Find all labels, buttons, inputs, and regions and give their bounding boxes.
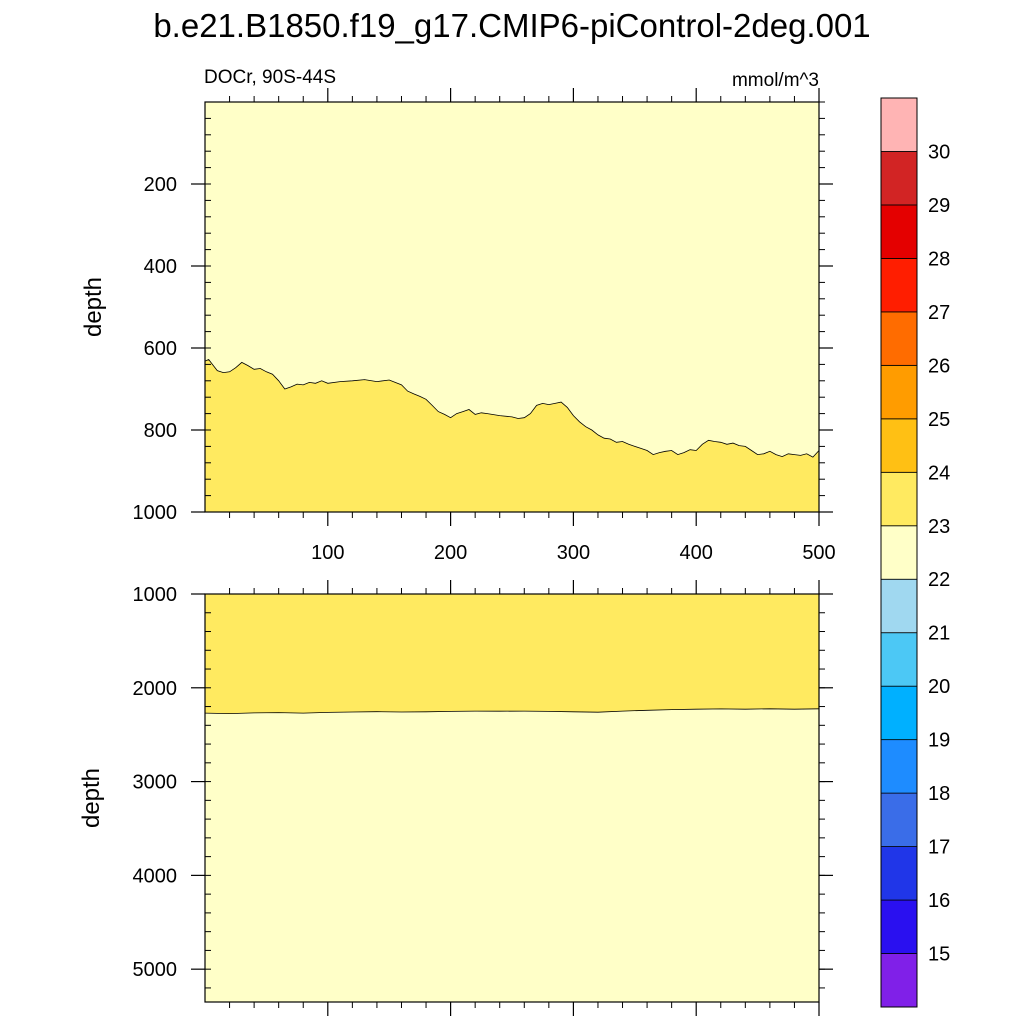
colorbar-label: 21 <box>928 623 950 645</box>
units-label: mmol/m^3 <box>732 70 819 91</box>
upper-ytick-label: 400 <box>144 256 177 278</box>
colorbar-swatch <box>880 258 918 313</box>
lower-ytick-label: 2000 <box>133 678 178 700</box>
lower-ticks: 1000 2000 3000 4000 5000 <box>133 580 833 1016</box>
colorbar-swatch <box>880 151 918 206</box>
colorbar-swatch <box>880 578 918 634</box>
colorbar-swatch <box>880 685 918 741</box>
lower-ytick-label: 3000 <box>133 772 178 794</box>
lower-ytick-label: 4000 <box>133 865 178 887</box>
colorbar-swatch <box>880 364 918 420</box>
colorbar-frame <box>880 97 918 1008</box>
colorbar-label: 17 <box>928 837 950 859</box>
colorbar: 15 16 17 18 19 20 21 22 23 24 25 26 27 28 29 30 <box>880 97 950 1008</box>
colorbar-label: 23 <box>928 516 950 538</box>
colorbar-label: 24 <box>928 462 950 484</box>
lower-ytick-label: 5000 <box>133 959 178 981</box>
lower-panel: 1000 2000 3000 4000 5000 depth <box>78 580 833 1016</box>
colorbar-swatch <box>880 632 918 687</box>
upper-ytick-label: 800 <box>144 420 177 442</box>
colorbar-label: 22 <box>928 569 950 591</box>
upper-contour-fill <box>205 359 819 512</box>
x-tick-label: 100 <box>311 542 344 564</box>
upper-ytick-label: 1000 <box>133 502 178 524</box>
colorbar-swatch <box>880 899 918 954</box>
lower-contour-fill <box>205 594 819 714</box>
x-tick-label: 300 <box>557 542 590 564</box>
colorbar-swatch <box>880 97 918 152</box>
lower-ytick-label: 1000 <box>133 584 178 606</box>
colorbar-label: 26 <box>928 355 950 377</box>
upper-ylabel: depth <box>80 277 107 337</box>
colorbar-label: 15 <box>928 944 950 966</box>
colorbar-label: 20 <box>928 676 950 698</box>
colorbar-swatch <box>880 739 918 794</box>
lower-frame <box>204 593 820 1003</box>
upper-ticks: 200 400 600 800 1000 <box>133 88 833 526</box>
upper-contour-line <box>204 359 820 458</box>
variable-label: DOCr, 90S-44S <box>204 67 336 88</box>
colorbar-label: 29 <box>928 195 950 217</box>
colorbar-swatch <box>880 204 918 259</box>
colorbar-label: 28 <box>928 248 950 270</box>
upper-frame <box>204 101 820 513</box>
colorbar-label: 25 <box>928 409 950 431</box>
colorbar-swatch <box>880 418 918 473</box>
colorbar-label: 16 <box>928 890 950 912</box>
colorbar-swatch <box>880 525 918 580</box>
colorbar-swatch <box>880 846 918 901</box>
x-tick-label: 400 <box>680 542 713 564</box>
x-tick-label: 200 <box>434 542 467 564</box>
colorbar-swatch <box>880 953 918 1008</box>
colorbar-label: 30 <box>928 141 950 163</box>
colorbar-swatch <box>880 792 918 847</box>
colorbar-label: 27 <box>928 302 950 324</box>
colorbar-swatch <box>880 311 918 366</box>
x-axis-tick-labels: 100 200 300 400 500 <box>311 542 836 564</box>
lower-contour-line <box>204 708 820 715</box>
upper-panel: 200 400 600 800 1000 depth <box>80 88 833 526</box>
upper-ytick-label: 200 <box>144 174 177 196</box>
chart-title: b.e21.B1850.f19_g17.CMIP6-piControl-2deg… <box>153 7 870 44</box>
lower-ylabel: depth <box>78 768 105 828</box>
colorbar-swatch <box>880 471 918 527</box>
colorbar-label: 18 <box>928 783 950 805</box>
x-tick-label: 500 <box>802 542 835 564</box>
upper-ytick-label: 600 <box>144 338 177 360</box>
colorbar-label: 19 <box>928 730 950 752</box>
